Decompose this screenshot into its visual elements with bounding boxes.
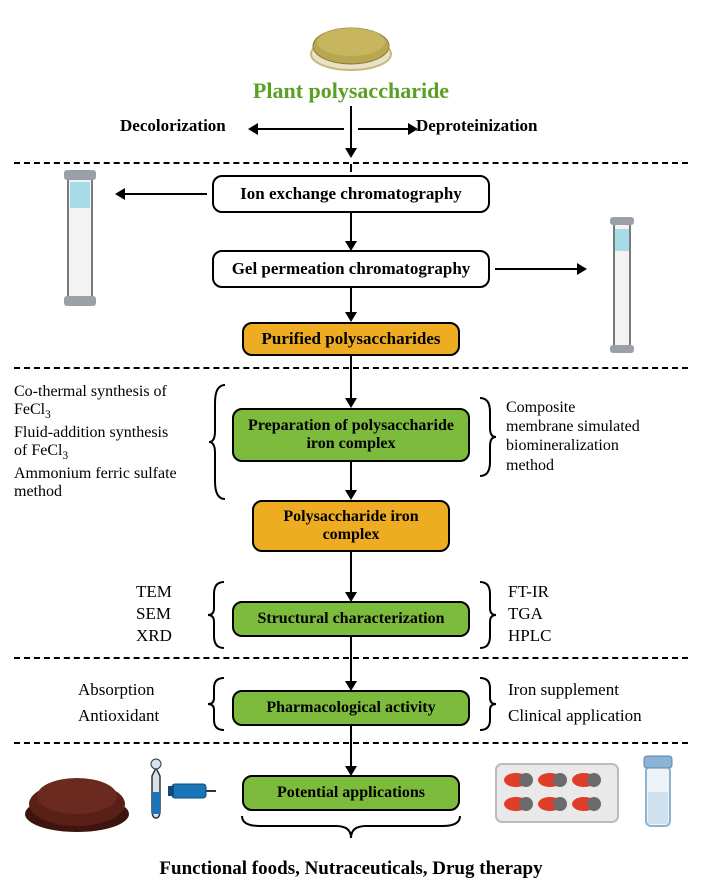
arrow-head xyxy=(345,490,357,500)
arrow-head xyxy=(408,123,418,135)
arrow-head xyxy=(115,188,125,200)
arrow-stem xyxy=(258,128,344,130)
node-gel-permeation: Gel permeation chromatography xyxy=(212,250,490,288)
bracket-prep-left xyxy=(207,383,227,501)
pharm-left-1: Absorption xyxy=(78,680,155,700)
arrow-stem xyxy=(350,356,352,400)
arrow-stem xyxy=(495,268,577,270)
arrow-head xyxy=(248,123,258,135)
main-title: Plant polysaccharide xyxy=(0,78,702,104)
arrow-stem xyxy=(350,106,352,150)
deproteinization-label: Deproteinization xyxy=(416,116,538,136)
struct-right-1: FT-IR xyxy=(508,582,549,602)
struct-left-3: XRD xyxy=(136,626,172,646)
decolorization-label: Decolorization xyxy=(120,116,226,136)
arrow-stem xyxy=(125,193,207,195)
vial-icon xyxy=(636,752,680,834)
prep-left-1: Co-thermal synthesis ofFeCl3 xyxy=(14,383,209,422)
struct-left-1: TEM xyxy=(136,582,172,602)
brown-powder-icon xyxy=(22,756,132,834)
arrow-stem xyxy=(350,164,352,172)
pharm-left-2: Antioxidant xyxy=(78,706,159,726)
arrow-head xyxy=(577,263,587,275)
prep-left-2: Fluid-addition synthesisof FeCl3 xyxy=(14,424,209,463)
powder-bowl-icon xyxy=(307,10,395,72)
bracket-struct-right xyxy=(478,580,498,650)
bracket-struct-left xyxy=(206,580,226,650)
node-preparation: Preparation of polysaccharide iron compl… xyxy=(232,408,470,462)
node-purified: Purified polysaccharides xyxy=(242,322,460,356)
arrow-head xyxy=(345,312,357,322)
arrow-stem xyxy=(350,637,352,683)
bracket-pharm-right xyxy=(478,676,498,732)
prep-right-1: Compositemembrane simulatedbiomineraliza… xyxy=(506,398,690,475)
ampoule-syringe-icon xyxy=(138,754,216,832)
arrow-stem xyxy=(350,726,352,768)
node-pharmacological: Pharmacological activity xyxy=(232,690,470,726)
node-pic: Polysaccharide iron complex xyxy=(252,500,450,552)
struct-left-2: SEM xyxy=(136,604,171,624)
bracket-prep-right xyxy=(478,396,498,478)
bottom-applications-text: Functional foods, Nutraceuticals, Drug t… xyxy=(0,858,702,880)
node-potential-apps: Potential applications xyxy=(242,775,460,811)
prep-left-3: Ammonium ferric sulfatemethod xyxy=(14,465,209,502)
diagram-canvas: Plant polysaccharide Decolorization Depr… xyxy=(0,0,702,893)
arrow-stem xyxy=(350,552,352,594)
arrow-stem xyxy=(350,288,352,314)
arrow-head xyxy=(345,148,357,158)
bracket-pharm-left xyxy=(206,676,226,732)
node-structural: Structural characterization xyxy=(232,601,470,637)
pill-blister-icon xyxy=(492,756,622,828)
arrow-stem xyxy=(350,213,352,243)
arrow-head xyxy=(345,398,357,408)
node-ion-exchange: Ion exchange chromatography xyxy=(212,175,490,213)
struct-right-2: TGA xyxy=(508,604,543,624)
struct-right-3: HPLC xyxy=(508,626,551,646)
bracket-bottom xyxy=(240,814,462,840)
arrow-stem xyxy=(358,128,408,130)
pharm-right-1: Iron supplement xyxy=(508,680,619,700)
arrow-stem xyxy=(350,462,352,492)
column-right-icon xyxy=(602,215,642,355)
column-left-icon xyxy=(52,168,108,308)
pharm-right-2: Clinical application xyxy=(508,706,642,726)
